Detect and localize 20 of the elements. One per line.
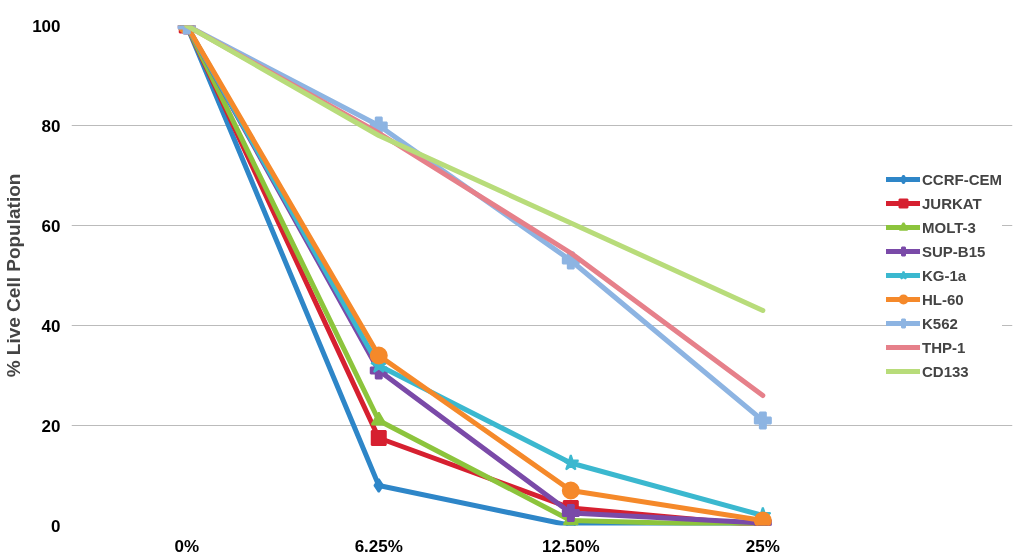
legend-label: SUP-B15 (922, 242, 986, 260)
y-tick-label: 20 (41, 416, 61, 436)
x-tick-label: 6.25% (354, 536, 403, 556)
x-tick-label: 0% (174, 536, 200, 556)
legend-label: HL-60 (922, 290, 964, 308)
x-tick-label: 12.50% (541, 536, 600, 556)
legend-label: MOLT-3 (922, 218, 976, 236)
legend-label: CD133 (922, 362, 969, 380)
legend-label: CCRF-CEM (922, 170, 1002, 188)
legend-label: K562 (922, 314, 958, 332)
x-tick-label: 25% (745, 536, 780, 556)
y-tick-label: 40 (41, 316, 61, 336)
y-tick-label: 80 (41, 116, 61, 136)
y-tick-label: 100 (32, 16, 61, 36)
y-tick-label: 0 (51, 516, 61, 536)
legend-label: JURKAT (922, 194, 982, 212)
legend-label: KG-1a (922, 266, 967, 284)
legend-label: THP-1 (922, 338, 966, 356)
y-axis-title: % Live Cell Population (3, 173, 25, 378)
y-tick-label: 60 (41, 216, 61, 236)
